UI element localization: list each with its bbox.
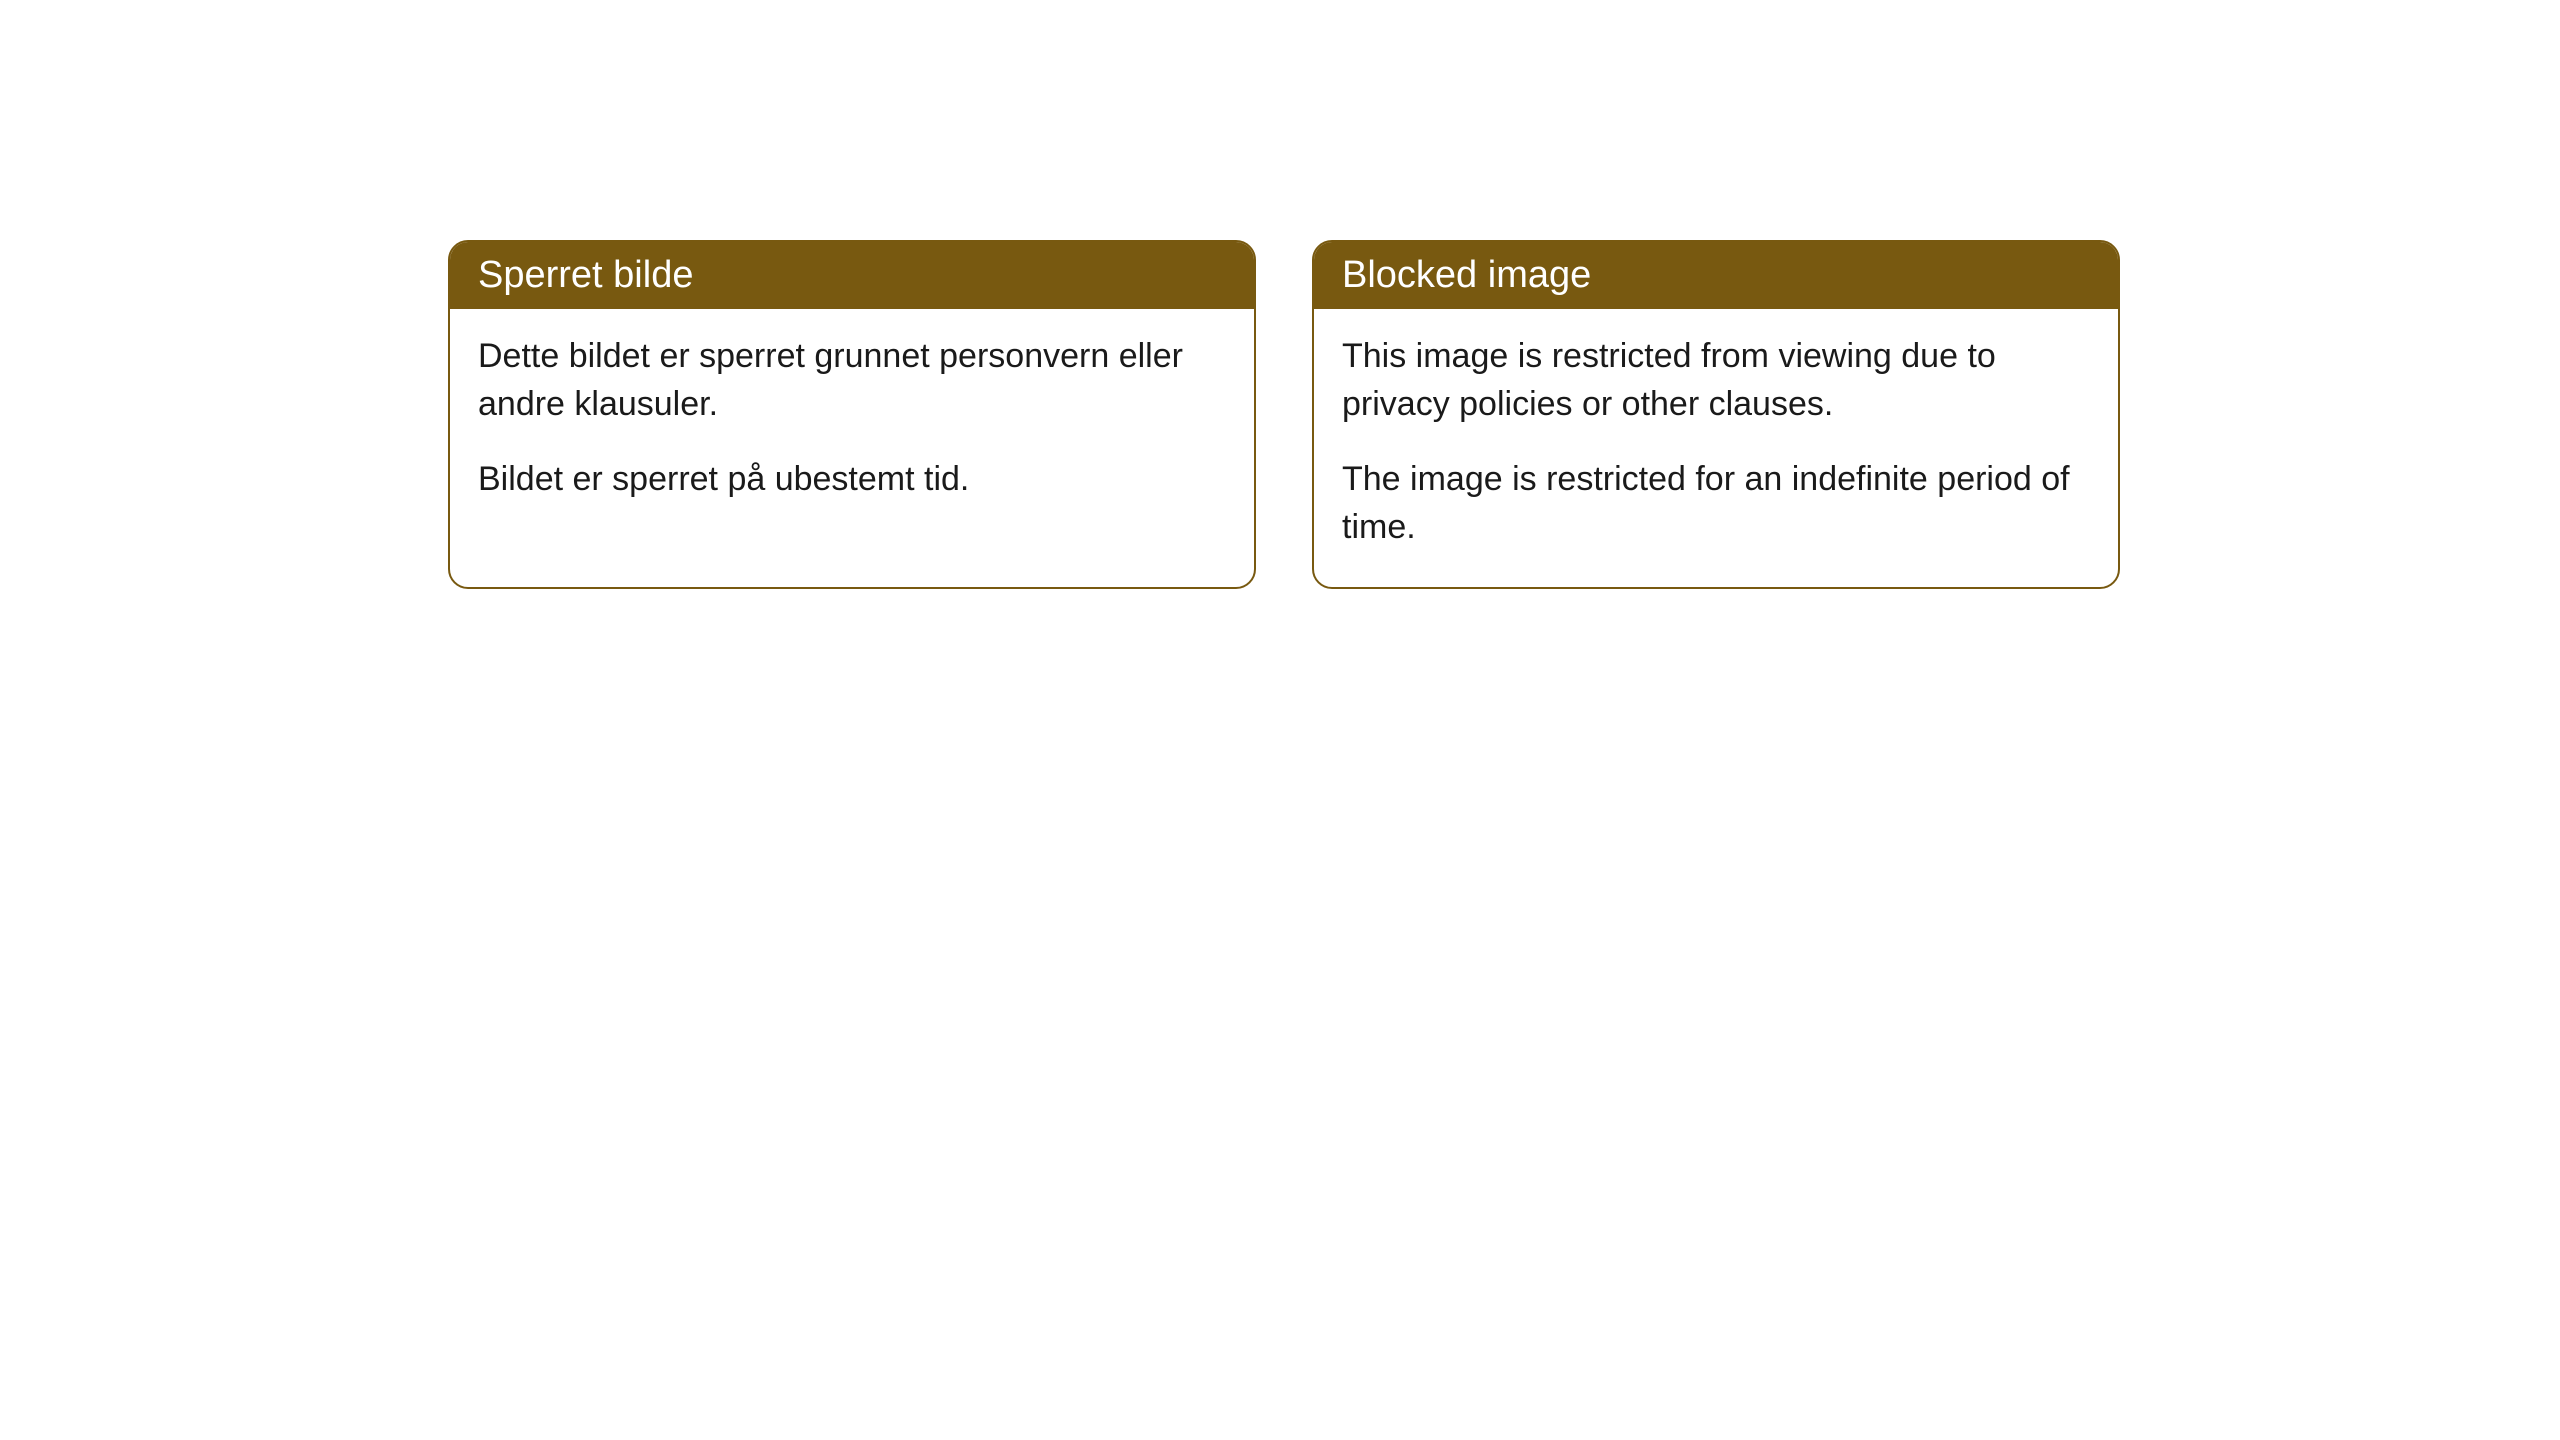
card-body-norwegian: Dette bildet er sperret grunnet personve…	[450, 309, 1254, 540]
card-paragraph: Dette bildet er sperret grunnet personve…	[478, 333, 1226, 428]
card-title: Sperret bilde	[478, 254, 693, 296]
card-header-english: Blocked image	[1314, 242, 2118, 309]
card-header-norwegian: Sperret bilde	[450, 242, 1254, 309]
card-paragraph: This image is restricted from viewing du…	[1342, 333, 2090, 428]
notice-cards-container: Sperret bilde Dette bildet er sperret gr…	[448, 240, 2120, 589]
card-paragraph: The image is restricted for an indefinit…	[1342, 456, 2090, 551]
card-body-english: This image is restricted from viewing du…	[1314, 309, 2118, 587]
notice-card-english: Blocked image This image is restricted f…	[1312, 240, 2120, 589]
notice-card-norwegian: Sperret bilde Dette bildet er sperret gr…	[448, 240, 1256, 589]
card-paragraph: Bildet er sperret på ubestemt tid.	[478, 456, 1226, 504]
card-title: Blocked image	[1342, 254, 1591, 296]
